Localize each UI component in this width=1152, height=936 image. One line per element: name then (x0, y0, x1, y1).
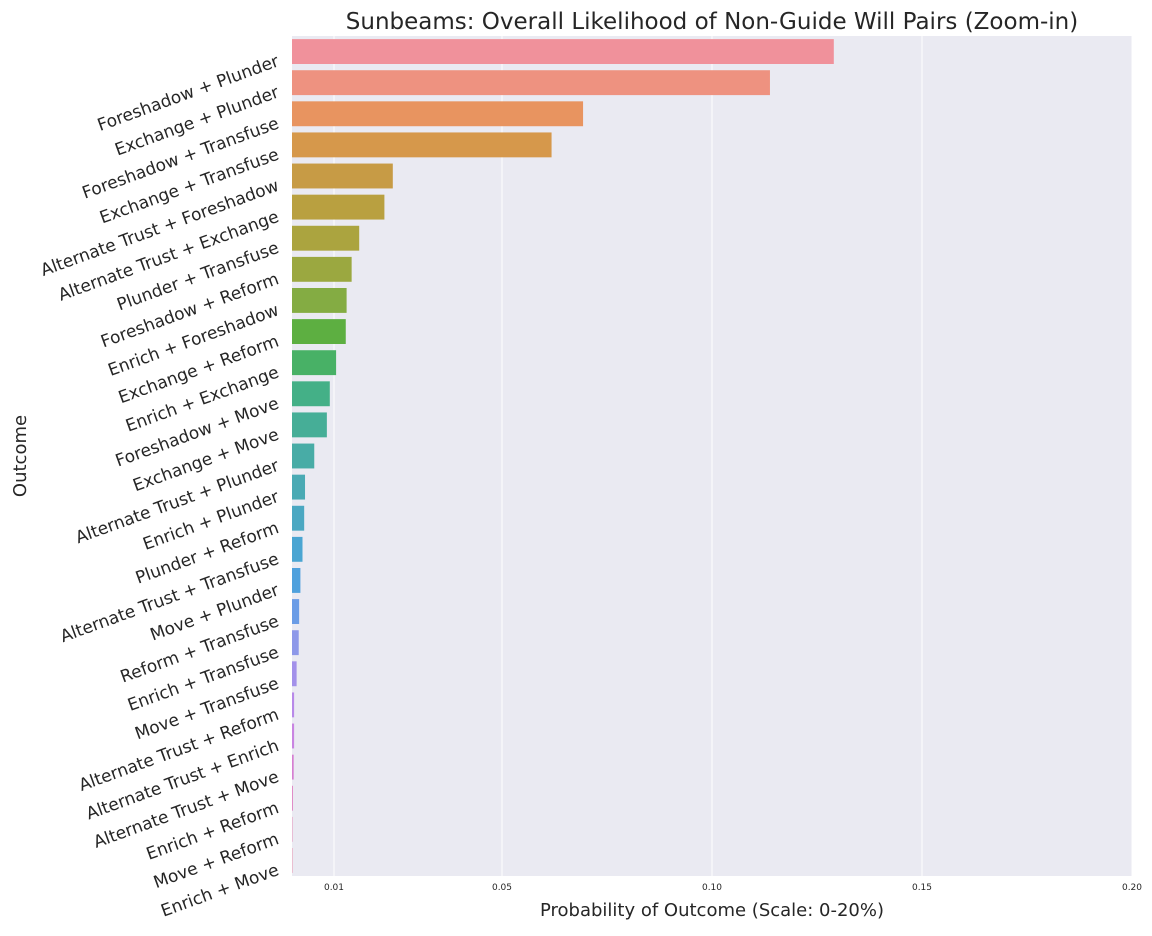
bar (292, 630, 299, 656)
bar (292, 70, 770, 96)
bar (292, 225, 360, 251)
bar (292, 443, 315, 469)
x-tick-label: 0.10 (702, 883, 722, 893)
x-tick-label: 0.05 (492, 883, 512, 893)
x-tick-label: 0.15 (912, 883, 932, 893)
bar (292, 381, 330, 407)
chart-title: Sunbeams: Overall Likelihood of Non-Guid… (346, 9, 1078, 35)
x-tick-labels: 0.01 0.05 0.10 0.15 0.20 (324, 883, 1142, 893)
bar (292, 754, 294, 780)
bar (292, 163, 393, 189)
bar (292, 39, 834, 64)
bar (292, 350, 337, 376)
bar (292, 661, 297, 687)
bar (292, 536, 303, 562)
x-tick-label: 0.20 (1122, 883, 1142, 893)
bar (292, 256, 352, 282)
bar (292, 132, 552, 158)
bar (292, 288, 347, 313)
bar (292, 319, 346, 344)
bar (292, 194, 385, 220)
bars (292, 39, 834, 873)
bar (292, 474, 306, 500)
x-tick-label: 0.01 (324, 883, 344, 893)
bar (292, 101, 584, 127)
bar (292, 568, 301, 593)
bar (292, 599, 300, 624)
y-axis-label: Outcome (10, 415, 31, 497)
bar (292, 505, 305, 531)
bar (292, 692, 295, 718)
bar (292, 723, 295, 749)
bar (292, 412, 327, 438)
x-axis-label: Probability of Outcome (Scale: 0-20%) (540, 900, 884, 921)
bar (292, 785, 293, 811)
